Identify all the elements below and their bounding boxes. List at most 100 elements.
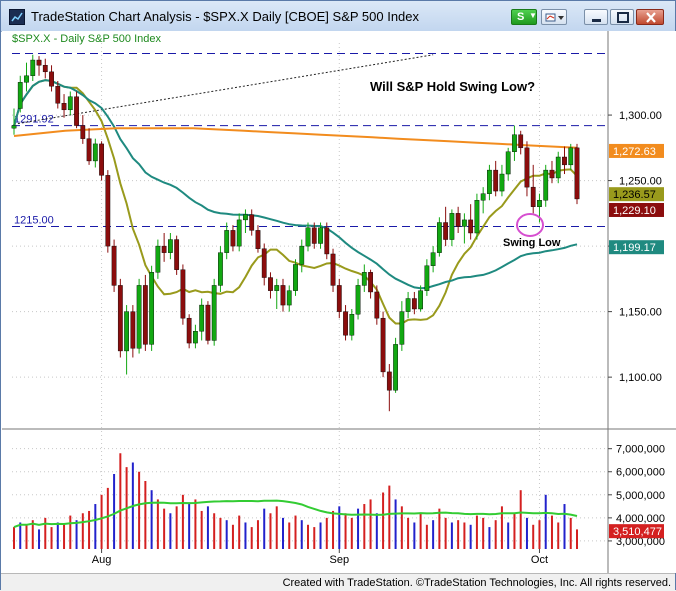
candle-body xyxy=(399,311,405,345)
candle-body xyxy=(336,285,342,312)
price-tag-box xyxy=(609,240,664,255)
trend-line xyxy=(13,54,434,125)
candle xyxy=(205,301,211,345)
candle xyxy=(255,225,261,253)
candle xyxy=(418,285,424,312)
close-icon xyxy=(646,12,656,23)
candle-body xyxy=(17,82,23,109)
candle xyxy=(174,235,180,275)
swing-low-circle xyxy=(516,213,544,237)
candle xyxy=(211,278,217,346)
candle-body xyxy=(193,331,198,344)
title-bar[interactable]: TradeStation Chart Analysis - $SPX.X Dai… xyxy=(1,1,675,32)
candle xyxy=(30,54,36,81)
candle-body xyxy=(487,169,492,194)
candle xyxy=(449,209,455,247)
copyright-text: Created with TradeStation. ©TradeStation… xyxy=(282,577,671,589)
chart-settings-button[interactable] xyxy=(541,9,567,25)
candle-body xyxy=(180,269,186,319)
candle xyxy=(562,146,567,175)
price-tick-label: 1,300.00 xyxy=(619,110,662,122)
volume-tag-box xyxy=(609,524,664,539)
candle-body xyxy=(111,245,117,286)
candle xyxy=(99,141,104,181)
candle xyxy=(555,151,561,184)
candle xyxy=(243,209,248,233)
strategy-button-label: S xyxy=(517,11,525,23)
candle-body xyxy=(393,344,398,391)
candle-body xyxy=(218,252,223,286)
candle xyxy=(92,138,98,168)
candle-body xyxy=(543,169,549,201)
candle xyxy=(336,278,342,319)
candle xyxy=(424,259,430,296)
volume-bars xyxy=(13,453,578,549)
candle-body xyxy=(55,86,61,104)
candle xyxy=(343,305,348,341)
maximize-icon xyxy=(617,12,629,23)
candle xyxy=(180,264,186,325)
candle xyxy=(155,239,161,279)
price-tag-box xyxy=(609,143,664,158)
volume-tick-label: 4,000,000 xyxy=(616,513,665,525)
candle xyxy=(543,164,549,207)
candle-body xyxy=(349,314,355,336)
candle xyxy=(161,233,167,262)
strategy-button[interactable]: S ▼ xyxy=(511,9,537,25)
candle-body xyxy=(505,151,511,175)
minimize-button[interactable] xyxy=(584,9,608,25)
candle-body xyxy=(274,285,280,291)
candle xyxy=(455,206,461,233)
candle-body xyxy=(443,222,449,240)
candle-body xyxy=(124,311,129,352)
candle-body xyxy=(249,214,255,231)
candle-body xyxy=(368,272,373,293)
candle-body xyxy=(424,265,430,291)
price-axis: 1,100.001,150.001,200.001,250.001,300.00… xyxy=(608,110,665,548)
candle-body xyxy=(49,71,54,87)
candle xyxy=(499,164,505,197)
candle xyxy=(224,222,230,260)
candle xyxy=(261,243,267,286)
candle xyxy=(568,143,574,171)
candle-body xyxy=(36,59,42,66)
candle-body xyxy=(455,213,461,227)
candle xyxy=(505,147,511,181)
volume-tag-text: 3,510,477 xyxy=(613,526,662,538)
candle xyxy=(286,285,292,312)
candle-body xyxy=(136,285,142,349)
candle xyxy=(236,213,242,252)
close-button[interactable] xyxy=(636,9,664,25)
candle xyxy=(318,222,323,249)
candle-body xyxy=(155,245,161,273)
candle-body xyxy=(42,65,48,73)
candle-body xyxy=(380,317,386,373)
candle-body xyxy=(574,147,580,200)
maximize-button[interactable] xyxy=(610,9,634,25)
candle-body xyxy=(167,239,173,253)
volume-tick-label: 7,000,000 xyxy=(616,444,665,456)
candle xyxy=(324,222,330,260)
price-tag-text: 1,229.10 xyxy=(613,205,656,217)
candle xyxy=(530,164,536,214)
candle xyxy=(49,65,54,92)
price-tags: 1,272.63 1,236.57 1,229.10 1,199.17 3,510,47… xyxy=(609,143,664,539)
chart-labels: $SPX.X - Daily S&P 500 Index Will S&P Ho… xyxy=(12,33,561,249)
candle-body xyxy=(468,219,474,234)
candle-body xyxy=(305,227,311,247)
candle-body xyxy=(236,219,242,247)
candle-body xyxy=(174,239,180,270)
price-tag-text: 1,272.63 xyxy=(613,146,656,158)
window-title: TradeStation Chart Analysis - $SPX.X Dai… xyxy=(31,9,420,24)
candle xyxy=(311,222,317,249)
footer-bar: Created with TradeStation. ©TradeStation… xyxy=(1,573,675,591)
candle-body xyxy=(405,298,411,312)
x-tick-label: Aug xyxy=(92,554,112,566)
candle-body xyxy=(411,298,417,310)
candle xyxy=(36,56,42,76)
candle-body xyxy=(374,291,380,319)
candle xyxy=(443,206,449,247)
